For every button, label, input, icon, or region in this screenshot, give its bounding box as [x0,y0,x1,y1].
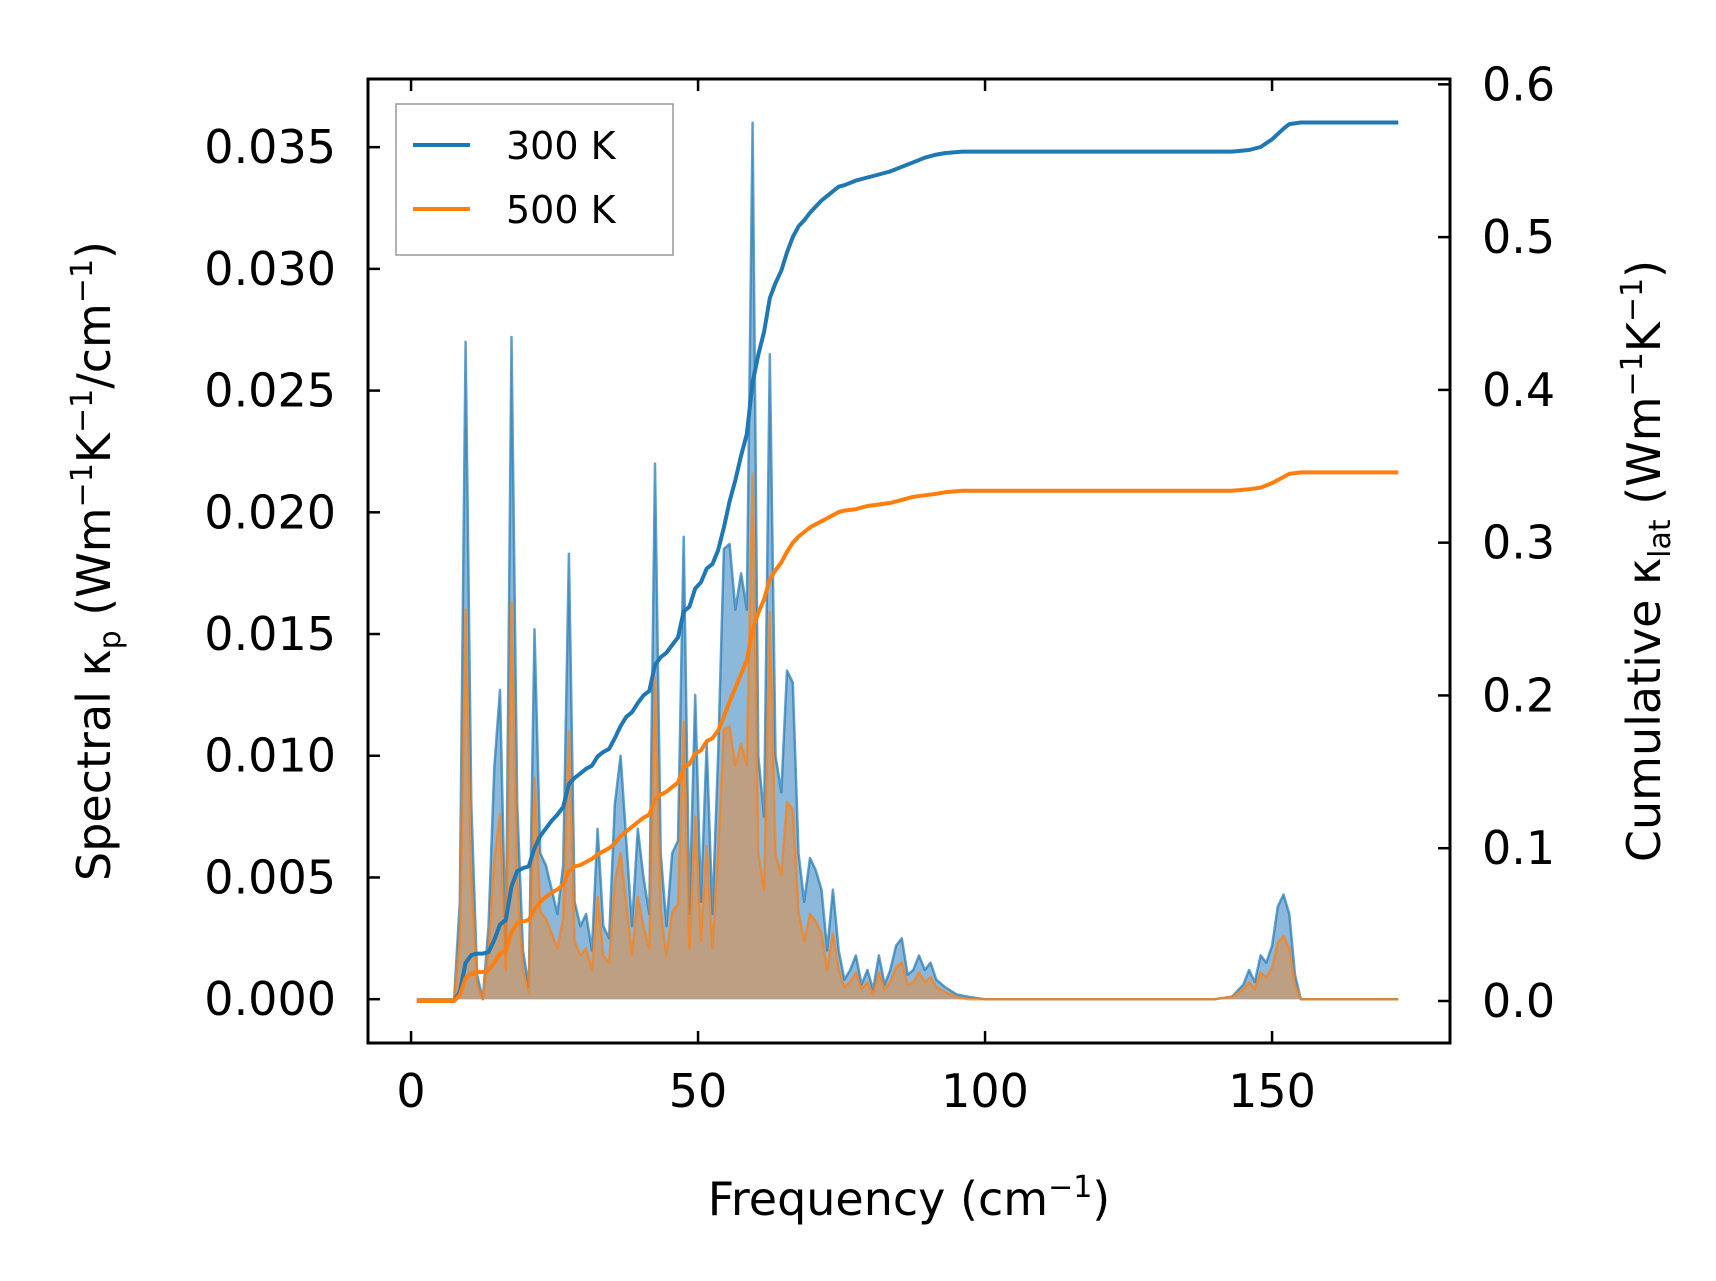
y-left-tick-label: 0.025 [204,364,336,418]
cumulative-line-300k [416,120,1399,1003]
x-tick-label: 50 [669,1064,728,1118]
y-right-tick-label: 0.6 [1482,57,1555,111]
y-right-tick-label: 0.5 [1482,210,1555,264]
y-left-tick-label: 0.005 [204,850,336,904]
y-left-tick-label: 0.015 [204,607,336,661]
spectral-line-500k [416,472,1399,1001]
legend-label-500k: 500 K [506,188,617,232]
legend-label-300k: 300 K [506,124,617,168]
x-axis-label: Frequency (cm−1) [708,1170,1111,1226]
cumulative-line-500k [416,470,1399,1003]
y-left-tick-label: 0.030 [204,242,336,296]
y-left-tick-label: 0.010 [204,729,336,783]
y-axis-right-label: Cumulative κlat (Wm−1K−1) [1615,260,1678,862]
legend: 300 K 500 K [395,103,674,256]
y-left-tick-label: 0.020 [204,485,336,539]
y-left-tick-label: 0.035 [204,120,336,174]
legend-box [395,103,674,256]
y-axis-left-label: Spectral κp (Wm−1K−1/cm−1) [65,241,128,881]
y-right-tick-label: 0.1 [1482,821,1555,875]
y-right-tick-label: 0.3 [1482,516,1555,570]
spectral-line-300k [416,121,1399,1001]
y-right-tick-label: 0.4 [1482,363,1555,417]
y-right-tick-label: 0.0 [1482,974,1555,1028]
x-tick-label: 100 [941,1064,1029,1118]
x-tick-label: 0 [396,1064,425,1118]
spectral-area-500k [416,473,1399,1000]
ticks: 0 50 100 150 0.000 0.005 0.010 0.015 0.020 0.025 0… [204,57,1555,1118]
x-tick-label: 150 [1228,1064,1316,1118]
y-right-tick-label: 0.2 [1482,668,1555,722]
axes-frame [366,77,1452,1045]
y-left-tick-label: 0.000 [204,972,336,1026]
plot-area [416,120,1399,1003]
